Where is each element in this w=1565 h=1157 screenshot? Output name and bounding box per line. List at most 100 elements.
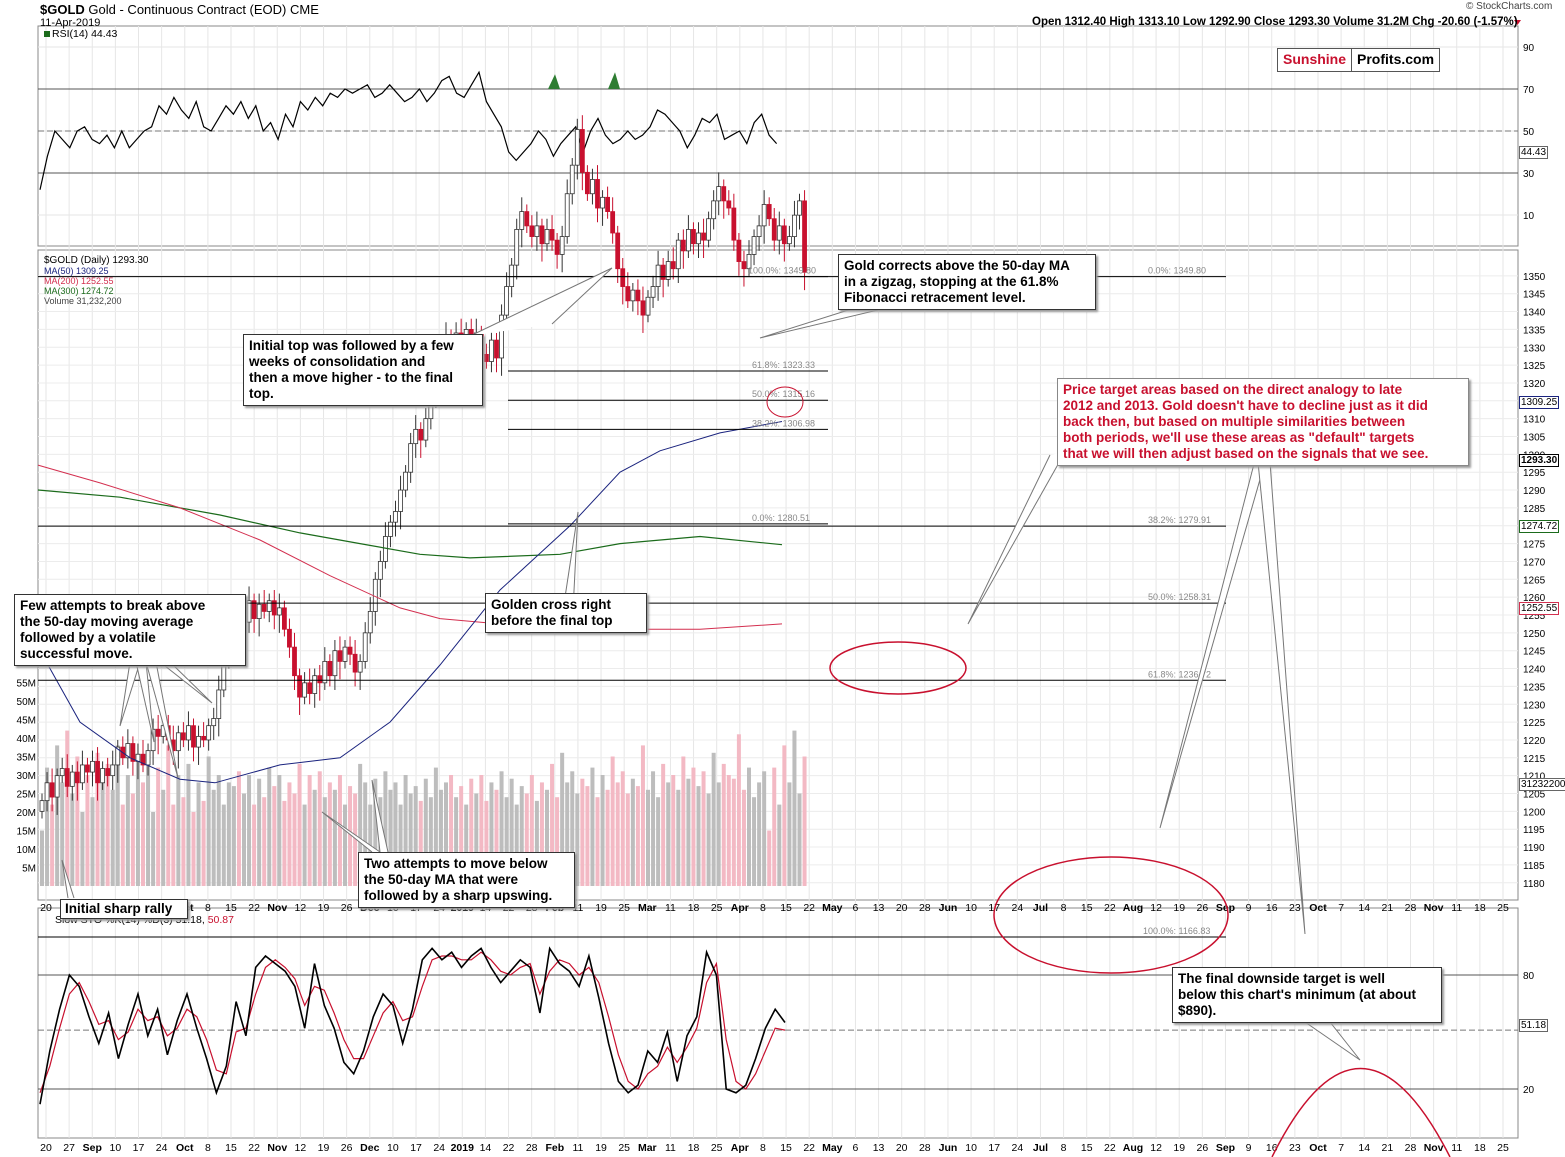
x-tick-label-bottom: Nov: [1424, 1142, 1444, 1154]
x-tick-label-top: 13: [873, 902, 885, 914]
fib-long-label: 0.0%: 1349.80: [1148, 266, 1206, 276]
candle-body: [312, 675, 318, 694]
legend-ma50: MA(50) 1309.25: [44, 266, 109, 276]
volume-bar: [651, 771, 656, 886]
volume-y-tick: 50M: [17, 697, 36, 708]
volume-bar: [444, 782, 448, 886]
candle-body: [640, 300, 646, 316]
rsi-legend-text: RSI(14) 44.43: [52, 28, 118, 40]
price-y-tick: 1245: [1523, 647, 1546, 658]
candle-body: [691, 229, 696, 245]
volume-bar: [236, 771, 241, 886]
volume-bar: [736, 734, 741, 886]
volume-bar: [499, 771, 504, 886]
candle-body: [196, 735, 201, 748]
candle-body: [292, 646, 297, 677]
fib-short-label: 61.8%: 1323.33: [752, 360, 815, 370]
x-tick-label-bottom: Feb: [545, 1142, 564, 1154]
volume-bar: [348, 786, 353, 886]
x-tick-label-bottom: 12: [1150, 1142, 1162, 1154]
x-tick-label-bottom: Sep: [83, 1142, 102, 1154]
price-y-tick: 1265: [1523, 575, 1546, 586]
x-tick-label-top: 18: [1474, 902, 1486, 914]
candle-body: [776, 225, 782, 241]
volume-y-tick: 30M: [17, 771, 36, 782]
candle-body: [266, 600, 272, 612]
volume-bar: [211, 789, 216, 886]
volume-bar: [403, 775, 408, 886]
volume-bar: [620, 771, 625, 886]
candle-body: [377, 561, 383, 580]
candle-body: [771, 218, 777, 241]
price-y-tick: 1320: [1523, 379, 1546, 390]
volume-bar: [731, 778, 736, 886]
x-tick-label-bottom: 10: [965, 1142, 977, 1154]
x-tick-label-bottom: 14: [1358, 1142, 1370, 1154]
price-legend: $GOLD (Daily) 1293.30 MA(50) 1309.25 MA(…: [44, 256, 149, 307]
volume-bar: [555, 797, 560, 886]
volume-bar: [141, 782, 145, 886]
volume-bar: [161, 789, 166, 886]
volume-bar: [398, 804, 403, 886]
volume-bar: [615, 782, 620, 886]
x-tick-label-bottom: Jul: [1033, 1142, 1048, 1154]
x-tick-label-bottom: 25: [1497, 1142, 1509, 1154]
volume-bar: [676, 789, 681, 886]
candle-body: [246, 600, 252, 623]
price-y-tick: 1345: [1523, 290, 1546, 301]
candle-body: [80, 764, 85, 784]
candle-body: [706, 218, 711, 241]
candle-body: [302, 682, 308, 698]
x-tick-label-bottom: Jun: [939, 1142, 958, 1154]
candle-body: [680, 239, 686, 252]
volume-bar: [469, 778, 474, 886]
volume-bar: [640, 745, 645, 886]
price-y-tick: 1290: [1523, 486, 1546, 497]
price-y-tick: 1230: [1523, 700, 1546, 711]
volume-bar: [550, 763, 555, 886]
volume-bar: [630, 778, 635, 886]
close-value-tag: 1293.30: [1519, 454, 1560, 467]
callout-two-attempts: Two attempts to move below the 50-day MA…: [358, 852, 575, 908]
volume-bar: [383, 771, 388, 886]
volume-y-tick: 25M: [17, 790, 36, 801]
brand-part1: Sunshine: [1278, 49, 1353, 71]
candle-body: [175, 732, 181, 752]
volume-bar: [343, 804, 347, 886]
candle-body: [544, 229, 550, 245]
x-tick-label-bottom: 22: [503, 1142, 515, 1154]
volume-bar: [186, 763, 191, 886]
volume-bar: [70, 793, 75, 886]
stoch-legend-d: 50.87: [207, 914, 234, 926]
candle-body: [105, 768, 111, 777]
volume-bar: [671, 775, 676, 886]
volume-bar: [726, 775, 731, 886]
volume-bar: [534, 800, 539, 886]
price-y-tick: 1305: [1523, 433, 1546, 444]
x-tick-label-top: 23: [1289, 902, 1301, 914]
x-tick-label-bottom: 8: [205, 1142, 211, 1154]
candle-body: [125, 743, 131, 759]
candle-body: [332, 650, 338, 677]
volume-value-tag: 31232200: [1519, 778, 1565, 791]
volume-bar: [206, 756, 211, 886]
volume-bar: [353, 793, 358, 886]
volume-bar: [40, 830, 44, 886]
volume-bar: [125, 775, 130, 886]
x-tick-label-top: 19: [595, 902, 607, 914]
candle-body: [216, 689, 222, 719]
x-tick-label-bottom: 7: [1338, 1142, 1344, 1154]
rsi-line: [39, 70, 778, 190]
x-tick-label-top: 11: [1451, 902, 1462, 914]
stoch-y-tick: 20: [1523, 1085, 1535, 1096]
volume-bar: [772, 767, 777, 886]
candle-body: [317, 675, 323, 684]
volume-bar: [438, 789, 443, 886]
candle-body: [287, 628, 292, 648]
x-tick-label-bottom: 19: [318, 1142, 330, 1154]
candle-body: [524, 211, 530, 227]
volume-y-tick: 40M: [17, 734, 36, 745]
panel-border-2: [37, 907, 1519, 1139]
candle-body: [499, 314, 504, 359]
